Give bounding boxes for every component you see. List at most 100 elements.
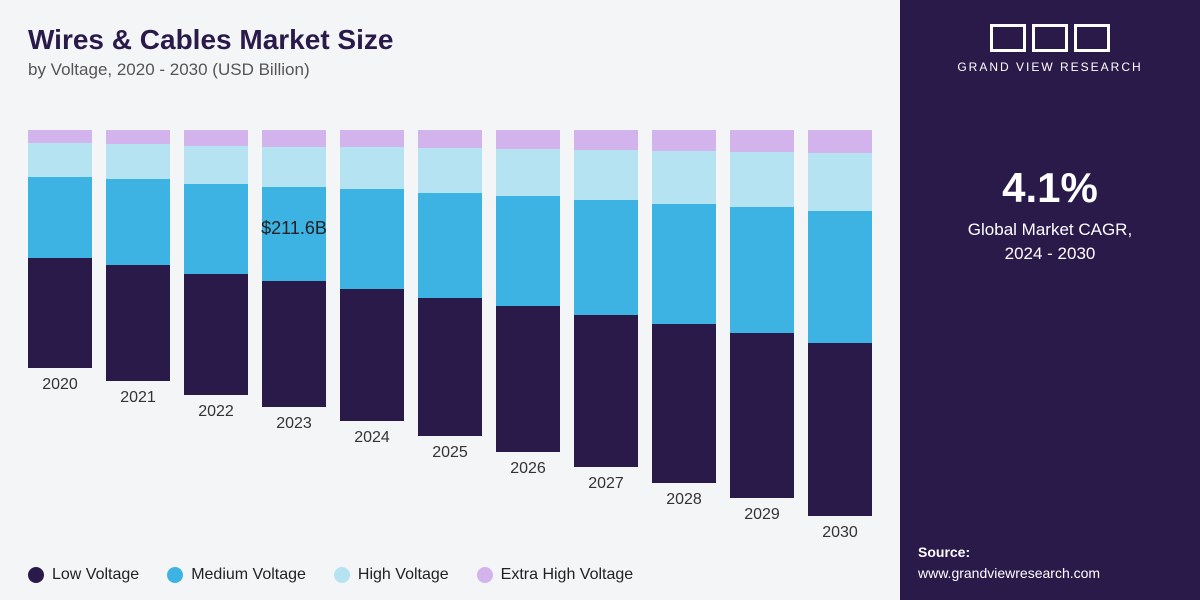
bar-segment [184, 146, 248, 184]
bar-year-label: 2024 [354, 429, 390, 447]
bar-segment [574, 150, 638, 200]
bar-segment [496, 130, 560, 149]
legend-label: Medium Voltage [191, 566, 306, 584]
legend-label: Low Voltage [52, 566, 139, 584]
source-block: Source: www.grandviewresearch.com [918, 542, 1100, 584]
bar-year-label: 2030 [822, 524, 858, 542]
bar-segment [184, 274, 248, 395]
bar-column: 2026 [496, 130, 560, 552]
bar-stack [652, 130, 716, 483]
chart-subtitle: by Voltage, 2020 - 2030 (USD Billion) [28, 60, 872, 80]
bar-segment [106, 179, 170, 265]
bar-segment [262, 147, 326, 188]
bar-segment [418, 298, 482, 437]
bar-segment [652, 151, 716, 203]
bar-segment [184, 184, 248, 274]
legend-label: High Voltage [358, 566, 449, 584]
bar-column: 2028 [652, 130, 716, 552]
bar-segment [418, 148, 482, 193]
source-label: Source: [918, 542, 1100, 563]
bar-segment [418, 193, 482, 298]
legend-item: Medium Voltage [167, 566, 306, 584]
bar-callout: $211.6B [261, 218, 327, 239]
bar-segment [496, 196, 560, 306]
bar-segment [808, 130, 872, 153]
bar-segment [340, 130, 404, 147]
legend-swatch-icon [334, 567, 350, 583]
legend: Low Voltage Medium Voltage High Voltage Ext… [28, 566, 872, 584]
side-panel: GRAND VIEW RESEARCH 4.1% Global Market C… [900, 0, 1200, 600]
bar-year-label: 2022 [198, 403, 234, 421]
bar-stack [496, 130, 560, 452]
bar-column: 2024 [340, 130, 404, 552]
bar-segment [652, 324, 716, 483]
bar-segment [262, 130, 326, 147]
bar-segment [418, 130, 482, 148]
legend-item: Extra High Voltage [477, 566, 634, 584]
bar-year-label: 2020 [42, 376, 78, 394]
bar-column: 2022 [184, 130, 248, 552]
bar-segment [262, 281, 326, 407]
bar-stack [28, 130, 92, 368]
bar-segment [730, 207, 794, 333]
brand-name: GRAND VIEW RESEARCH [957, 60, 1142, 74]
bar-segment [808, 211, 872, 343]
bar-column: 2021 [106, 130, 170, 552]
bar-segment [574, 315, 638, 467]
logo-boxes-icon [990, 24, 1110, 52]
bar-year-label: 2028 [666, 491, 702, 509]
bar-segment [28, 130, 92, 143]
bar-segment [106, 265, 170, 380]
bar-segment [28, 258, 92, 368]
bar-stack [574, 130, 638, 467]
bar-year-label: 2021 [120, 389, 156, 407]
legend-item: Low Voltage [28, 566, 139, 584]
legend-item: High Voltage [334, 566, 449, 584]
legend-swatch-icon [28, 567, 44, 583]
bar-stack [184, 130, 248, 395]
bar-stack [418, 130, 482, 436]
cagr-label: Global Market CAGR, 2024 - 2030 [968, 218, 1132, 266]
bar-stack [340, 130, 404, 421]
bar-column: 2020 [28, 130, 92, 552]
bar-year-label: 2025 [432, 444, 468, 462]
bar-segment [808, 343, 872, 516]
chart-area: 2020 2021 2022 2023 $211.6B 2024 2025 2026 2027 2… [28, 90, 872, 552]
bar-year-label: 2029 [744, 506, 780, 524]
bar-segment [496, 149, 560, 196]
bar-container: 2020 2021 2022 2023 $211.6B 2024 2025 2026 2027 2… [28, 130, 872, 552]
legend-label: Extra High Voltage [501, 566, 634, 584]
bar-segment [574, 130, 638, 150]
bar-column: 2029 [730, 130, 794, 552]
bar-column: 2023 $211.6B [262, 130, 326, 552]
bar-column: 2025 [418, 130, 482, 552]
cagr-block: 4.1% Global Market CAGR, 2024 - 2030 [968, 164, 1132, 266]
bar-stack [262, 130, 326, 407]
bar-stack [106, 130, 170, 381]
legend-swatch-icon [477, 567, 493, 583]
bar-column: 2027 [574, 130, 638, 552]
bar-segment [340, 147, 404, 189]
source-url: www.grandviewresearch.com [918, 563, 1100, 584]
bar-segment [730, 333, 794, 498]
bar-segment [184, 130, 248, 146]
bar-year-label: 2023 [276, 415, 312, 433]
chart-title: Wires & Cables Market Size [28, 24, 872, 56]
bar-stack [808, 130, 872, 516]
bar-segment [808, 153, 872, 211]
bar-segment [28, 143, 92, 177]
bar-column: 2030 [808, 130, 872, 552]
bar-year-label: 2026 [510, 460, 546, 478]
bar-segment [730, 130, 794, 152]
bar-segment [106, 144, 170, 179]
chart-panel: Wires & Cables Market Size by Voltage, 2… [0, 0, 900, 600]
brand-logo: GRAND VIEW RESEARCH [957, 24, 1142, 74]
bar-segment [496, 306, 560, 451]
bar-segment [28, 177, 92, 258]
bar-segment [652, 130, 716, 151]
bar-stack [730, 130, 794, 498]
legend-swatch-icon [167, 567, 183, 583]
cagr-value: 4.1% [968, 164, 1132, 212]
bar-segment [340, 289, 404, 421]
bar-segment [574, 200, 638, 315]
